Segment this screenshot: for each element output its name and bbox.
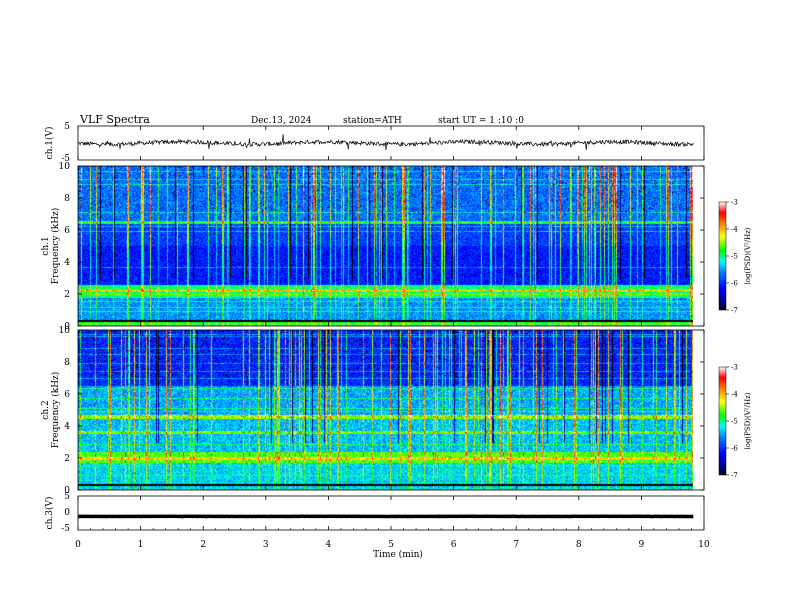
ch1-spectrogram-image: [78, 166, 693, 326]
ch1-ytick-bottom: -5: [61, 154, 70, 164]
colorbar-ch2-gradient: [718, 366, 727, 476]
start-time-label: start UT = 1 :10 :0: [438, 116, 524, 126]
colorbar-ch2: -3 -4 -5 -6 -7 log(PSD)(V²/Hz): [718, 364, 752, 480]
xtick-label: 8: [576, 540, 582, 550]
xtick-label: 3: [263, 540, 269, 550]
ch2-spectrogram-ytick-label: 0: [64, 486, 70, 496]
ch1-spectrogram-ylabel-frequency: Frequency (kHz): [50, 208, 61, 285]
colorbar-ch1-label: log(PSD)(V²/Hz): [744, 227, 752, 284]
ch1-waveform-line: [77, 134, 694, 151]
ch1-spectrogram-ytick-label: 6: [64, 226, 70, 236]
ch2-spectrogram-image: [78, 330, 693, 490]
ch3-ytick-top: 5: [64, 492, 70, 502]
ch3-waveform-line: [77, 514, 694, 519]
ch1-spectrogram-ytick-label: 8: [64, 194, 70, 204]
ch1-spectrogram-ylabel-channel: ch.1: [41, 236, 51, 255]
colorbar-ch2-tick-label: -3: [731, 364, 738, 372]
ch2-spectrogram-ytick-label: 4: [64, 422, 70, 432]
colorbar-ch1-tick-label: -3: [731, 199, 738, 207]
ch3-ytick-middle: 0: [64, 508, 70, 518]
xtick-label: 1: [138, 540, 144, 550]
xtick-label: 2: [200, 540, 206, 550]
ch2-spectrogram-ylabel-frequency: Frequency (kHz): [50, 372, 61, 449]
colorbar-ch1-tick-label: -5: [731, 253, 738, 261]
figure-title: VLF Spectra: [79, 113, 150, 126]
xtick-label: 5: [388, 540, 394, 550]
ch2-spectrogram-ytick-label: 2: [64, 454, 70, 464]
ch1-spectrogram-ytick-label: 2: [64, 290, 70, 300]
xtick-label: 9: [639, 540, 645, 550]
ch1-waveform-ylabel: ch.1(V): [44, 127, 55, 160]
colorbar-ch2-label: log(PSD)(V²/Hz): [744, 392, 752, 449]
date-label: Dec.13, 2024: [251, 116, 312, 126]
ch1-ytick-top: 5: [64, 122, 70, 132]
ch3-waveform-ylabel: ch.3(V): [44, 497, 55, 530]
ch2-spectrogram-ytick-label: 10: [59, 326, 71, 336]
time-axis: 0 1 2 3 4 5 6 7 8 9 10: [75, 126, 710, 550]
colorbar-ch1-tick-label: -6: [731, 280, 738, 288]
ch1-waveform-panel: 5 -5 ch.1(V): [44, 122, 705, 164]
station-label: station=ATH: [343, 116, 402, 126]
time-axis-label: Time (min): [373, 549, 423, 560]
colorbar-ch2-tick-label: -7: [731, 472, 738, 480]
ch1-spectrogram-ytick-label: 10: [59, 162, 71, 172]
ch3-ytick-bottom: -5: [61, 524, 70, 534]
xtick-label: 6: [451, 540, 457, 550]
ch2-spectrogram-ytick-label: 8: [64, 358, 70, 368]
ch1-spectrogram-ytick-label: 0: [64, 322, 70, 332]
ch2-spectrogram-ylabel-channel: ch.2: [41, 400, 51, 419]
colorbar-ch1-tick-label: -7: [731, 307, 738, 315]
xtick-label: 10: [698, 540, 710, 550]
ch3-waveform-frame: [77, 495, 705, 531]
xtick-label: 4: [326, 540, 332, 550]
xtick-label: 0: [75, 540, 81, 550]
xtick-label: 7: [513, 540, 519, 550]
colorbar-ch2-tick-label: -4: [731, 391, 738, 399]
colorbar-ch2-tick-label: -5: [731, 418, 738, 426]
colorbar-ch2-tick-label: -6: [731, 445, 738, 453]
ch1-spectrogram-ytick-label: 4: [64, 258, 70, 268]
colorbar-ch1: -3 -4 -5 -6 -7 log(PSD)(V²/Hz): [718, 199, 752, 315]
spec2-raster: [78, 330, 693, 490]
spec1-raster: [78, 166, 693, 326]
ch2-spectrogram-ytick-label: 6: [64, 390, 70, 400]
ch2-spectrogram-panel: 0 2 4 6 8 10 ch.2 Frequency (kHz): [41, 326, 705, 496]
colorbar-ch1-tick-label: -4: [731, 226, 738, 234]
colorbar-ch1-gradient: [718, 201, 727, 311]
ch3-waveform-panel: 5 0 -5 ch.3(V): [44, 492, 705, 534]
ch1-spectrogram-panel: 0 2 4 6 8 10 ch.1 Frequency (kHz): [41, 162, 705, 332]
